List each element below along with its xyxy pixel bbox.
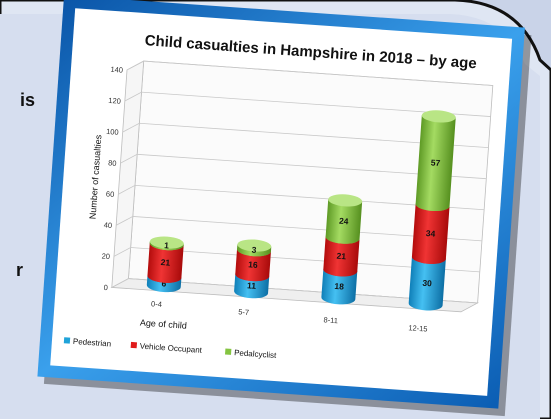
legend-swatch xyxy=(130,341,138,349)
x-tick-label: 0-4 xyxy=(151,299,162,309)
bar-segment-body xyxy=(147,242,184,283)
gridline xyxy=(126,60,493,86)
y-tick-label: 120 xyxy=(108,96,121,106)
bar-segment-pedalcyclist: 1 xyxy=(149,236,184,250)
bar-segment-pedalcyclist: 57 xyxy=(415,110,456,212)
data-label: 11 xyxy=(247,280,257,291)
x-tick-label: 5-7 xyxy=(238,307,249,317)
bar-segment-cap xyxy=(421,110,456,123)
data-label: 18 xyxy=(334,281,344,292)
bar-segment-pedalcyclist: 24 xyxy=(325,194,363,244)
y-tick-label: 40 xyxy=(103,220,112,230)
bar-segment-body xyxy=(325,199,363,244)
data-label: 21 xyxy=(160,257,170,268)
gridline xyxy=(113,247,480,273)
data-label: 34 xyxy=(426,228,436,239)
legend-label: Vehicle Occupant xyxy=(139,342,203,355)
bar-segment-body xyxy=(415,115,456,212)
legend-label: Pedestrian xyxy=(73,337,112,349)
legend-item-vehicle-occupant: Vehicle Occupant xyxy=(130,341,203,355)
bar-segment-body xyxy=(235,249,271,282)
gridline xyxy=(111,278,478,304)
data-label: 24 xyxy=(339,216,349,227)
legend-swatch xyxy=(63,337,71,344)
gridline xyxy=(115,216,482,242)
x-axis-label: Age of child xyxy=(140,317,188,330)
bar-segment-cap xyxy=(149,236,184,249)
y-tick-label: 60 xyxy=(106,189,115,199)
y-tick-label: 0 xyxy=(103,283,108,292)
bar-segment-body xyxy=(411,203,450,264)
x-tick-label: 8-11 xyxy=(323,315,338,325)
data-label: 3 xyxy=(251,245,257,255)
x-tick-label: 12-15 xyxy=(408,323,428,333)
legend-item-pedestrian: Pedestrian xyxy=(63,337,112,349)
y-tick-label: 100 xyxy=(106,127,119,137)
data-label: 1 xyxy=(164,240,170,250)
bar-segment-body xyxy=(323,236,360,277)
data-label: 6 xyxy=(161,278,167,288)
legend-item-pedalcyclist: Pedalcyclist xyxy=(225,348,278,360)
slide-text-fragment-top: is xyxy=(20,90,35,110)
gridline xyxy=(120,153,487,180)
data-label: 57 xyxy=(430,157,440,168)
data-label: 30 xyxy=(422,278,432,289)
slide-text-fragment-bottom: r xyxy=(16,260,23,280)
bar-segment-pedalcyclist: 3 xyxy=(237,239,272,257)
y-tick-label: 80 xyxy=(108,158,117,168)
bar-segment-cap xyxy=(237,239,272,252)
data-label: 16 xyxy=(248,259,258,270)
y-tick-label: 140 xyxy=(110,65,123,75)
bar-segment-body xyxy=(408,256,446,311)
gridline xyxy=(122,122,489,149)
y-tick-label: 20 xyxy=(101,252,110,262)
data-label: 21 xyxy=(336,251,346,262)
bar-segment-body xyxy=(321,269,358,305)
legend-swatch xyxy=(225,348,232,355)
gridline xyxy=(118,184,485,211)
gridline xyxy=(124,91,491,117)
bar-segment-cap xyxy=(328,194,363,207)
legend-label: Pedalcyclist xyxy=(234,348,278,360)
